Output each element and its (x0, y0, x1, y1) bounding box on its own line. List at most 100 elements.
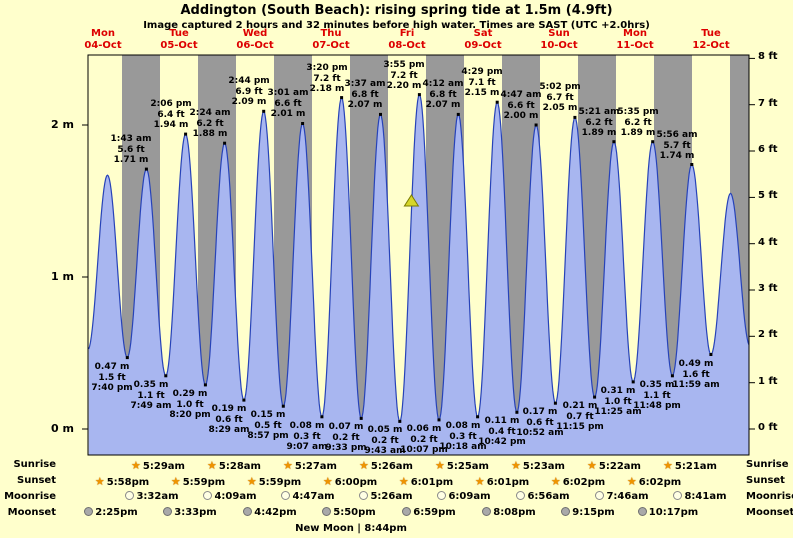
moonrise-circle-icon (516, 491, 526, 500)
sunrise-entry: ★ 5:26am (354, 459, 418, 472)
almanac-time: 5:22am (598, 461, 641, 472)
extreme-marker (223, 141, 227, 145)
sunset-star-icon: ★ (170, 475, 181, 488)
sunset-star-icon: ★ (398, 475, 409, 488)
extreme-marker (184, 132, 188, 136)
moonset-entry: 8:08pm (477, 507, 541, 518)
date-value: 04-Oct (84, 40, 122, 51)
annotation-line: 4:47 am (500, 90, 542, 100)
sunset-entry: ★ 6:01pm (470, 475, 534, 488)
extreme-marker (359, 416, 363, 420)
date-value: 07-Oct (312, 40, 350, 51)
almanac-time: 4:42pm (254, 507, 297, 518)
almanac-time: 5:26am (370, 461, 413, 472)
annotation-line: 9:33 pm (325, 443, 367, 453)
date-label: Tue 05-Oct (141, 28, 217, 52)
moonset-entry: 6:59pm (397, 507, 461, 518)
annotation-line: 3:55 pm (383, 60, 425, 70)
extreme-marker (573, 115, 577, 119)
annotation-line: 1.0 ft (176, 399, 204, 410)
moonrise-circle-icon (595, 491, 605, 500)
annotation-line: 5:56 am (656, 130, 698, 140)
extreme-marker (417, 93, 421, 97)
high-tide-annotation: 4:12 am 6.8 ft 2.07 m (416, 79, 470, 111)
annotation-line: 11:59 am (672, 380, 720, 390)
almanac-time: 4:47am (292, 491, 335, 502)
sunset-entry: ★ 6:02pm (622, 475, 686, 488)
extreme-marker (437, 418, 441, 422)
annotation-line: 2.20 m (386, 81, 422, 91)
sunrise-entry: ★ 5:22am (582, 459, 646, 472)
annotation-line: 0.6 ft (215, 414, 243, 425)
extreme-marker (262, 109, 266, 113)
low-tide-annotation: 0.06 m 0.2 ft 10:07 pm (397, 424, 451, 456)
annotation-line: 0.4 ft (488, 426, 516, 437)
annotation-line: 0.19 m (211, 404, 247, 414)
annotation-line: 2.05 m (542, 103, 578, 113)
date-dow: Mon (623, 28, 647, 39)
moonset-circle-icon (322, 507, 332, 516)
sunrise-star-icon: ★ (663, 459, 673, 472)
date-dow: Sat (473, 28, 493, 39)
annotation-line: 0.47 m (94, 362, 130, 372)
moonrise-entry: 4:09am (198, 491, 262, 502)
sunrise-entry: ★ 5:29am (126, 459, 190, 472)
annotation-line: 6.2 ft (196, 118, 224, 129)
annotation-line: 6.9 ft (235, 86, 263, 97)
annotation-line: 11:48 pm (633, 401, 681, 411)
annotation-line: 6.6 ft (274, 98, 302, 109)
now-marker (403, 194, 420, 207)
annotation-line: 11:25 am (594, 407, 642, 417)
sunrise-entry: ★ 5:27am (278, 459, 342, 472)
high-tide-annotation: 2:44 pm 6.9 ft 2.09 m (222, 76, 276, 108)
almanac-time: 5:58pm (106, 477, 150, 488)
moonrise-entry: 4:47am (276, 491, 340, 502)
annotation-line: 1.74 m (659, 151, 695, 161)
annotation-line: 6.8 ft (351, 89, 379, 100)
high-tide-annotation: 5:21 am 6.2 ft 1.89 m (572, 107, 626, 139)
annotation-line: 0.3 ft (293, 431, 321, 442)
date-label: Thu 07-Oct (293, 28, 369, 52)
page-title: Addington (South Beach): rising spring t… (180, 3, 613, 18)
y-axis-right-label: 2 ft (758, 329, 778, 340)
capture-note: Image captured 2 hours and 32 minutes be… (143, 20, 650, 31)
moonrise-circle-icon (125, 491, 135, 500)
low-tide-annotation: 0.08 m 0.3 ft 9:07 am (280, 421, 334, 453)
extreme-marker (631, 380, 635, 384)
date-dow: Sun (548, 28, 570, 39)
annotation-line: 10:42 pm (478, 437, 526, 447)
y-axis-right-label: 4 ft (758, 237, 778, 248)
annotation-line: 4:29 pm (461, 67, 503, 77)
almanac-time: 2:25pm (95, 507, 138, 518)
date-dow: Tue (169, 28, 189, 39)
extreme-marker (553, 401, 557, 405)
date-value: 09-Oct (464, 40, 502, 51)
date-label: Wed 06-Oct (217, 28, 293, 52)
moonrise-circle-icon (673, 491, 683, 500)
extreme-marker (690, 163, 694, 166)
annotation-line: 0.2 ft (332, 432, 360, 443)
date-label: Fri 08-Oct (369, 28, 445, 52)
sunset-star-icon: ★ (626, 475, 637, 488)
sunset-entry: ★ 5:59pm (166, 475, 230, 488)
sunset-star-icon: ★ (94, 475, 105, 488)
annotation-line: 2:44 pm (228, 76, 270, 86)
annotation-line: 7:40 pm (91, 383, 133, 393)
annotation-line: 2.07 m (347, 100, 383, 110)
extreme-marker (476, 415, 480, 419)
almanac-time: 6:02pm (562, 477, 606, 488)
sunset-star-icon: ★ (474, 475, 485, 488)
high-tide-annotation: 3:55 pm 7.2 ft 2.20 m (377, 60, 431, 92)
extreme-marker (242, 398, 246, 402)
plot-border (87, 54, 750, 456)
high-tide-annotation: 3:20 pm 7.2 ft 2.18 m (300, 63, 354, 95)
sunset-entry: ★ 6:01pm (394, 475, 458, 488)
low-tide-annotation: 0.19 m 0.6 ft 8:29 am (202, 404, 256, 436)
extreme-marker (495, 100, 499, 104)
almanac-time: 7:46am (606, 491, 649, 502)
annotation-line: 7.2 ft (313, 73, 341, 84)
sunrise-star-icon: ★ (435, 459, 445, 472)
annotation-line: 1.89 m (581, 128, 617, 138)
y-axis-right-label: 8 ft (758, 51, 778, 62)
extreme-marker (281, 404, 285, 408)
